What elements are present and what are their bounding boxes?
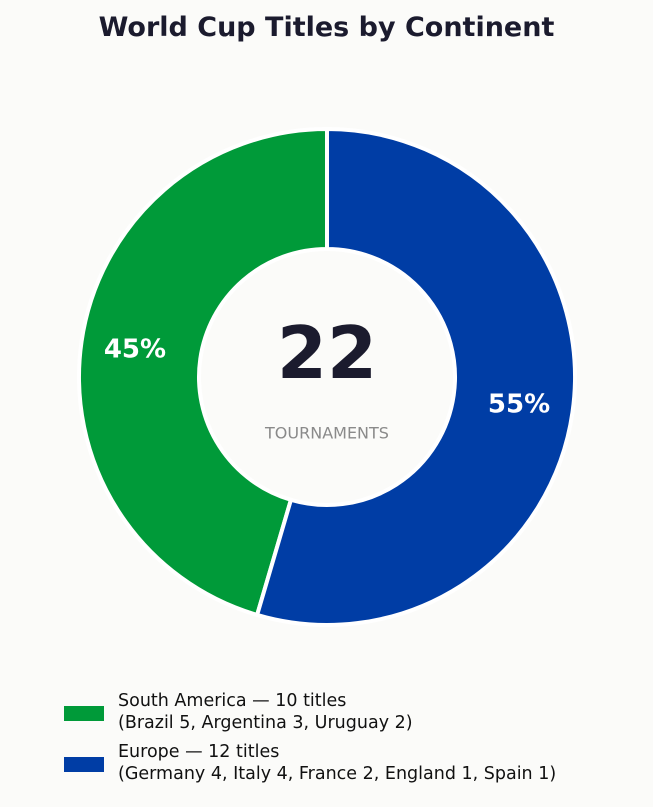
legend-label-europe: Europe — 12 titles — [118, 742, 280, 762]
legend-item-europe: Europe — 12 titles (Germany 4, Italy 4, … — [64, 741, 644, 791]
legend-detail-europe: (Germany 4, Italy 4, France 2, England 1… — [118, 764, 557, 784]
legend-text-europe: Europe — 12 titles (Germany 4, Italy 4, … — [118, 741, 556, 785]
legend-item-south-america: South America — 10 titles (Brazil 5, Arg… — [64, 690, 644, 740]
legend-swatch-europe — [64, 757, 104, 772]
center-value: 22 — [277, 311, 377, 395]
legend-detail-south-america: (Brazil 5, Argentina 3, Uruguay 2) — [118, 713, 413, 733]
slice-label-europe: 55% — [488, 390, 550, 420]
chart-legend: South America — 10 titles (Brazil 5, Arg… — [64, 690, 644, 792]
slice-south-america — [77, 127, 329, 617]
slice-europe — [255, 127, 577, 627]
center-label: TOURNAMENTS — [264, 424, 389, 443]
chart-title: World Cup Titles by Continent — [98, 12, 555, 43]
slice-label-south-america: 45% — [104, 334, 166, 364]
donut-chart: 45% 55% 22 TOURNAMENTS — [77, 127, 577, 627]
legend-label-south-america: South America — 10 titles — [118, 691, 347, 711]
legend-text-south-america: South America — 10 titles (Brazil 5, Arg… — [118, 690, 413, 734]
legend-swatch-south-america — [64, 706, 104, 721]
